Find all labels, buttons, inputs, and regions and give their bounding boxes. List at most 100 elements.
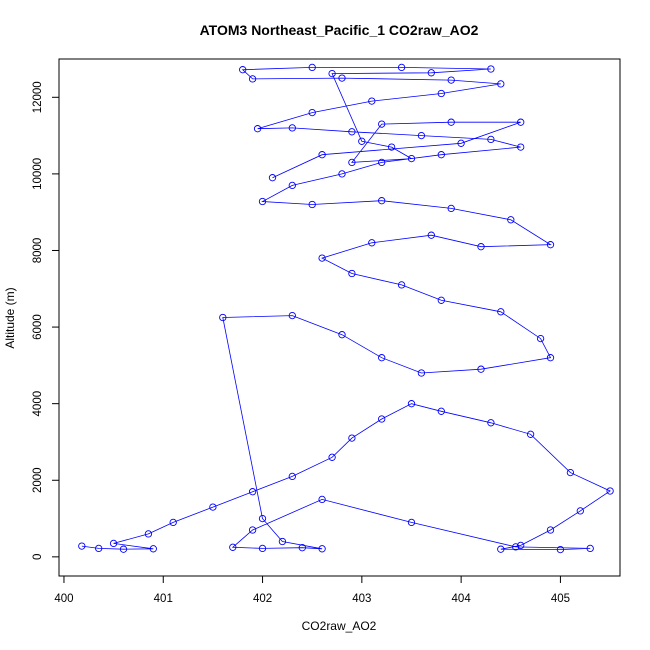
data-point	[169, 518, 177, 527]
data-point	[576, 507, 584, 515]
data-point	[447, 204, 455, 213]
data-point	[487, 419, 495, 427]
data-point	[517, 541, 525, 550]
y-axis-label: Altitude (m)	[3, 287, 17, 348]
data-point	[119, 545, 128, 553]
data-point	[378, 158, 386, 167]
data-point	[437, 89, 445, 98]
data-point	[407, 154, 416, 163]
data-point	[248, 488, 257, 496]
data-point	[308, 108, 316, 117]
x-tick-label: 405	[551, 593, 570, 605]
data-point	[258, 197, 267, 206]
data-point	[358, 137, 366, 145]
data-point	[397, 63, 406, 72]
plot-frame	[58, 58, 621, 577]
x-tick-label: 400	[54, 593, 73, 605]
data-point	[427, 231, 435, 239]
data-point	[318, 151, 326, 159]
y-tick-label: 2000	[32, 467, 44, 493]
data-point	[288, 472, 296, 481]
data-point	[586, 544, 594, 553]
x-tick-label: 403	[352, 593, 371, 605]
x-tick-label: 401	[154, 593, 173, 605]
y-tick-label: 6000	[32, 314, 44, 340]
data-point	[437, 151, 445, 159]
chart-title: ATOM3 Northeast_Pacific_1 CO2raw_AO2	[200, 22, 479, 38]
data-point	[437, 296, 445, 304]
data-point	[556, 545, 565, 554]
data-point	[477, 365, 485, 373]
data-point	[318, 495, 326, 504]
data-point	[258, 544, 267, 553]
data-point	[407, 400, 416, 408]
data-point	[606, 487, 614, 495]
data-point	[298, 544, 306, 552]
data-point	[457, 139, 465, 147]
data-point	[288, 124, 296, 132]
y-tick-label: 10000	[32, 158, 44, 190]
data-point	[318, 254, 326, 262]
data-point	[477, 243, 485, 251]
data-point	[288, 311, 296, 320]
data-point	[368, 239, 376, 247]
series-layer	[78, 63, 614, 554]
data-point	[288, 181, 296, 190]
data-point	[368, 97, 376, 105]
data-point	[427, 69, 435, 77]
data-point	[348, 434, 356, 442]
y-tick-label: 0	[32, 554, 44, 560]
data-point	[328, 69, 336, 78]
data-point	[536, 334, 545, 343]
data-point	[487, 65, 495, 73]
data-point	[239, 66, 247, 74]
data-point	[378, 415, 386, 423]
data-point	[517, 118, 525, 126]
data-point	[78, 542, 86, 550]
data-point	[447, 118, 455, 126]
x-tick-label: 402	[253, 593, 272, 605]
data-point	[338, 170, 346, 178]
data-point	[338, 74, 346, 82]
data-point	[248, 526, 257, 534]
data-point	[308, 200, 316, 209]
data-point	[219, 313, 227, 322]
data-point	[397, 281, 406, 289]
data-point	[348, 128, 356, 136]
data-point	[258, 514, 267, 523]
data-point	[378, 354, 386, 362]
data-point	[497, 80, 505, 88]
data-point	[318, 545, 326, 553]
data-point	[517, 143, 525, 151]
y-tick-label: 8000	[32, 238, 44, 264]
data-point	[149, 545, 157, 553]
y-tick-label: 12000	[32, 81, 44, 113]
series-line	[81, 67, 611, 551]
y-axis: 0 2000 4000 6000 8000 10000 12000	[32, 81, 60, 560]
data-point	[109, 539, 118, 548]
data-point	[546, 354, 555, 362]
data-point	[348, 158, 356, 167]
data-point	[566, 468, 575, 477]
data-point	[526, 430, 535, 438]
data-point	[378, 197, 386, 205]
data-point	[546, 526, 555, 534]
data-point	[229, 543, 237, 551]
data-point	[248, 75, 257, 83]
data-point	[253, 125, 262, 133]
x-axis-label: CO2raw_AO2	[302, 619, 377, 633]
data-point	[487, 135, 495, 144]
data-point	[546, 241, 555, 249]
data-point	[308, 63, 316, 72]
data-point	[507, 216, 515, 224]
data-point	[209, 503, 217, 511]
data-point	[278, 537, 287, 546]
data-point	[378, 120, 386, 128]
data-point	[348, 269, 356, 278]
data-point	[417, 369, 426, 377]
data-point	[512, 543, 520, 551]
y-tick-label: 4000	[32, 391, 44, 417]
data-point	[497, 308, 505, 316]
data-point	[497, 545, 505, 553]
